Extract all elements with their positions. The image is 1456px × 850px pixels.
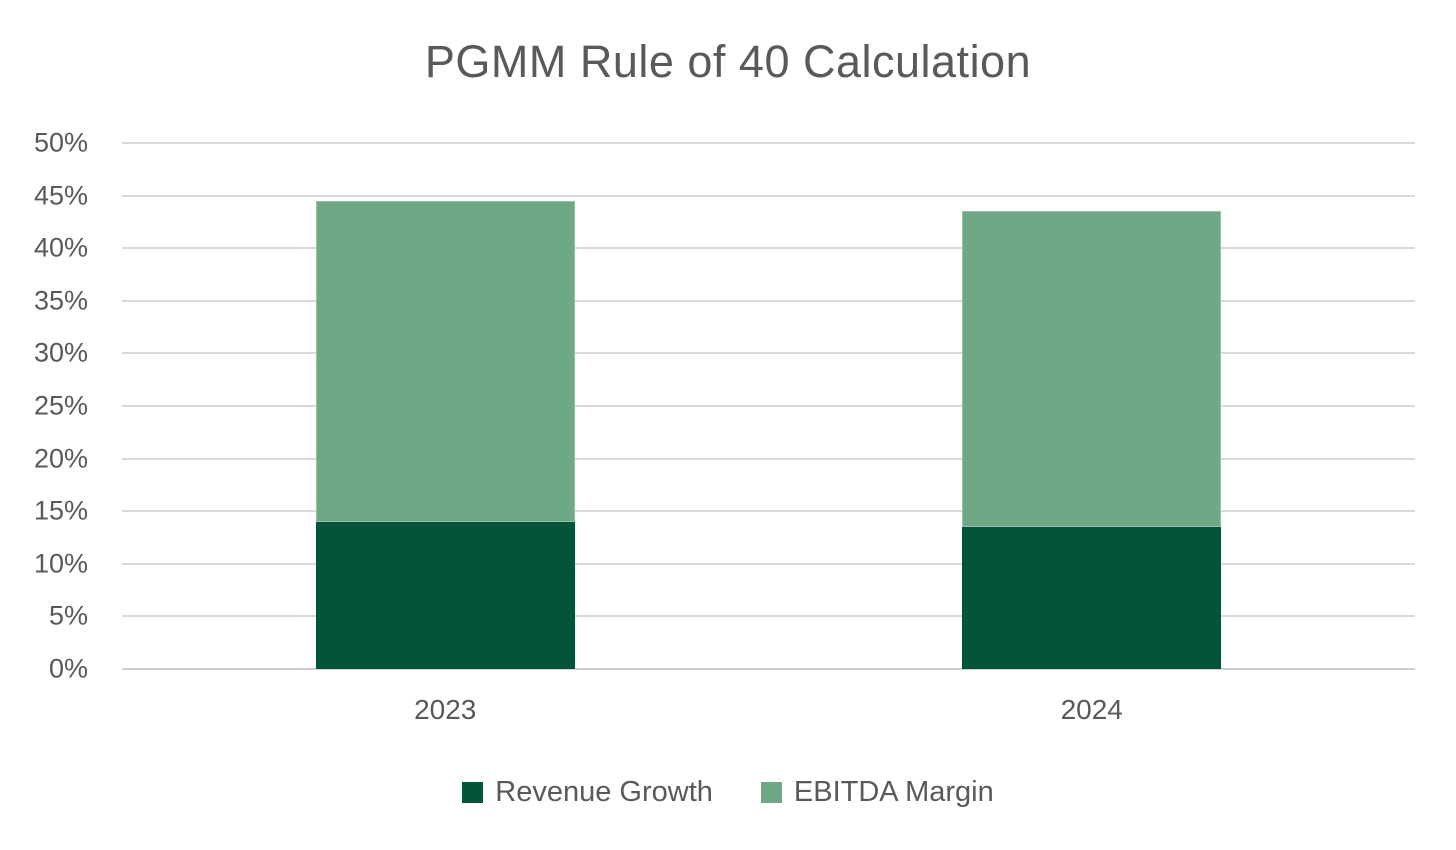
y-tick-label-50: 50% xyxy=(33,127,88,158)
bar-slot-2024 xyxy=(769,143,1416,669)
bar-segment-ebitda-margin-2024 xyxy=(962,211,1222,527)
bars-row xyxy=(122,143,1415,669)
x-tick-label-2023: 2023 xyxy=(414,694,477,725)
y-tick-label-10: 10% xyxy=(33,548,88,579)
legend-label: EBITDA Margin xyxy=(793,776,994,808)
gridline-15 xyxy=(122,510,1415,513)
y-tick-label-40: 40% xyxy=(33,232,88,263)
bar-segment-revenue-growth-2024 xyxy=(962,526,1222,669)
y-tick-label-0: 0% xyxy=(48,653,88,684)
gridline-0 xyxy=(122,668,1415,670)
gridline-20 xyxy=(122,457,1415,460)
bar-slot-2023 xyxy=(122,143,769,669)
chart-title: PGMM Rule of 40 Calculation xyxy=(424,36,1032,87)
bar-segment-ebitda-margin-2023 xyxy=(315,200,575,522)
plot-area xyxy=(122,142,1415,670)
y-axis-labels: 0% 5% 10% 15% 20% 25% 30% 35% 40% 45% 50% xyxy=(0,129,88,682)
y-tick-label-45: 45% xyxy=(33,180,88,211)
legend-item-ebitda-margin: EBITDA Margin xyxy=(760,776,994,809)
x-tick-label-2024: 2024 xyxy=(1060,694,1123,725)
gridline-25 xyxy=(122,405,1415,407)
gridline-45 xyxy=(122,194,1415,197)
gridline-40 xyxy=(122,247,1415,250)
gridline-5 xyxy=(122,615,1415,618)
legend: Revenue Growth EBITDA Margin xyxy=(0,776,1456,809)
x-axis-labels: 2023 2024 xyxy=(122,694,1415,726)
stacked-bar-2024 xyxy=(962,143,1222,669)
y-tick-label-20: 20% xyxy=(33,443,88,474)
legend-item-revenue-growth: Revenue Growth xyxy=(462,776,713,809)
y-tick-label-35: 35% xyxy=(33,285,88,316)
legend-swatch-icon xyxy=(760,782,782,803)
y-tick-label-5: 5% xyxy=(48,600,88,631)
gridline-30 xyxy=(122,352,1415,355)
gridline-10 xyxy=(122,562,1415,565)
stacked-bar-2023 xyxy=(315,143,575,669)
y-tick-label-30: 30% xyxy=(33,337,88,368)
legend-swatch-icon xyxy=(462,782,484,803)
y-tick-label-15: 15% xyxy=(33,495,88,526)
bar-segment-revenue-growth-2023 xyxy=(315,521,575,669)
gridline-35 xyxy=(122,299,1415,302)
legend-label: Revenue Growth xyxy=(495,776,713,808)
y-tick-label-25: 25% xyxy=(33,390,88,421)
gridline-50 xyxy=(122,142,1415,144)
